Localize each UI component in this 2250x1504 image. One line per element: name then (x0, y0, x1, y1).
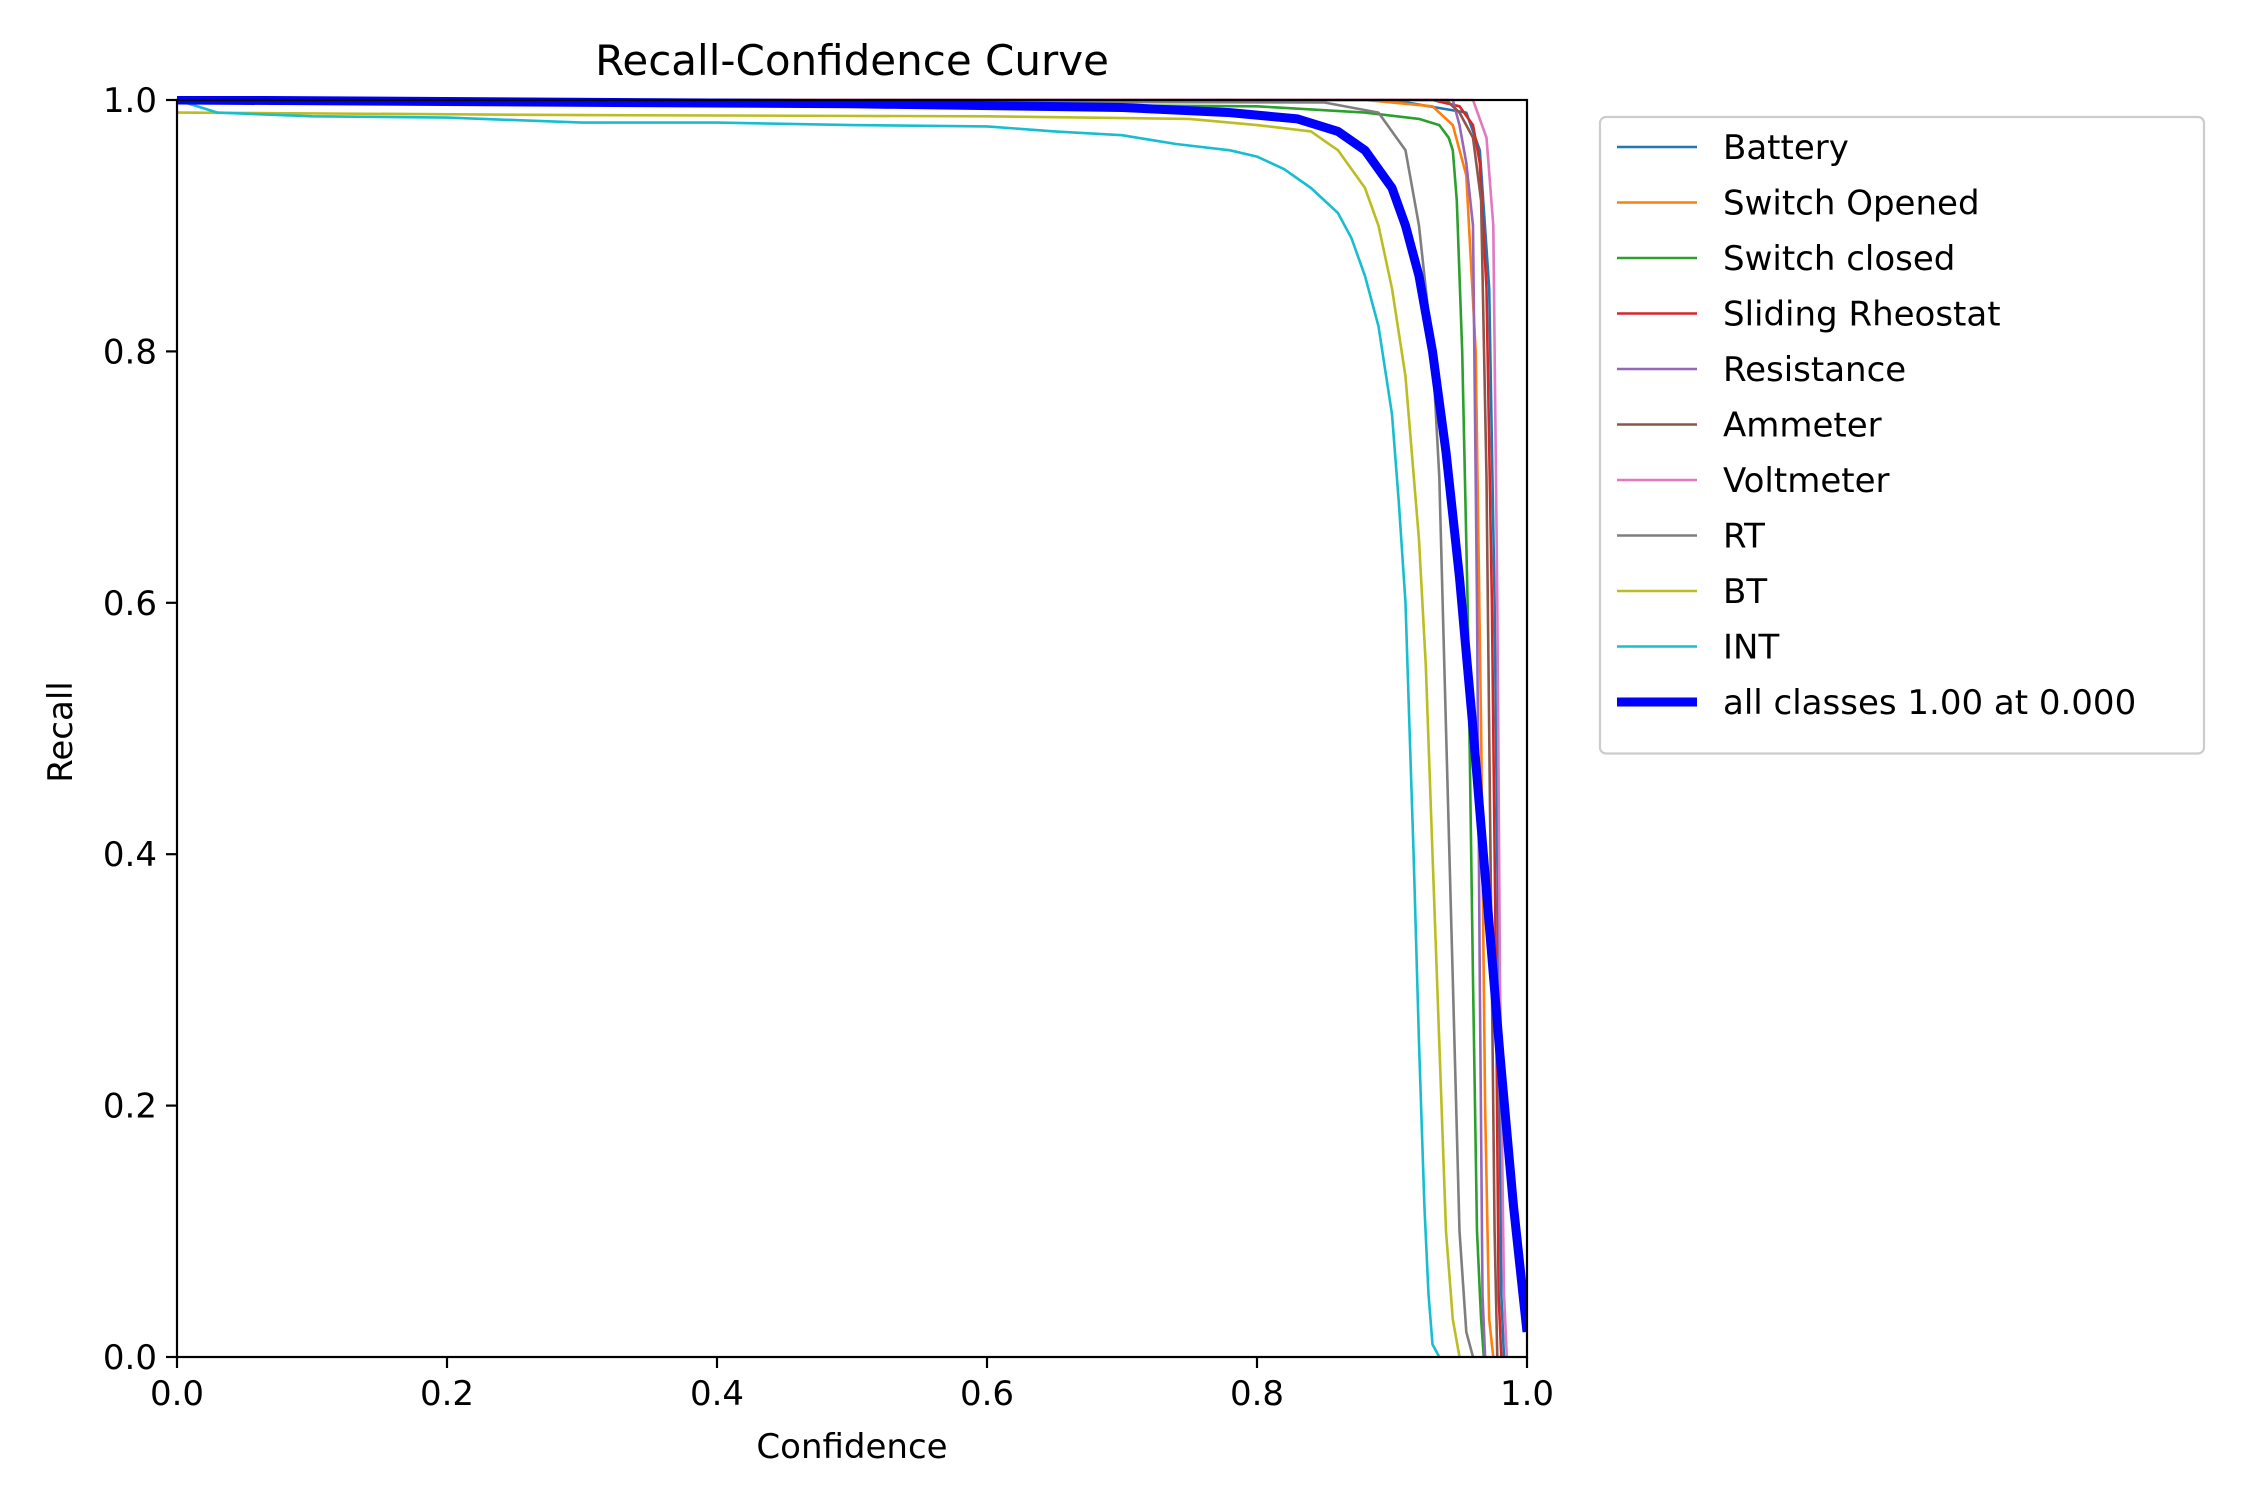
y-tick-label: 0.8 (103, 332, 157, 372)
plot-area (177, 96, 1527, 1358)
series-line-int (177, 98, 1441, 1358)
series-line-rt (177, 98, 1475, 1358)
legend-label: Voltmeter (1723, 461, 1889, 501)
y-tick-label: 0.6 (103, 584, 157, 624)
series-line-ammeter (177, 98, 1499, 1358)
series-line-bt (177, 111, 1461, 1358)
y-axis-label: Recall (41, 681, 81, 782)
y-tick-label: 0.4 (103, 835, 157, 875)
axes: 0.0 0.2 0.4 0.6 0.8 1.0 0.0 0.2 0.4 0.6 0.8 1.0 (103, 81, 1554, 1414)
legend-label: Sliding Rheostat (1723, 295, 2001, 335)
legend-label: Ammeter (1723, 406, 1882, 446)
legend-label: BT (1723, 572, 1767, 612)
legend-label: Battery (1723, 128, 1849, 168)
x-axis-label: Confidence (756, 1427, 947, 1467)
y-tick-label: 0.2 (103, 1087, 157, 1127)
chart-title: Recall-Confidence Curve (595, 36, 1109, 85)
x-tick-label: 0.0 (150, 1374, 204, 1414)
plot-frame (175, 98, 1529, 1359)
legend-label: Resistance (1723, 350, 1906, 390)
series-line-switch-closed (177, 98, 1486, 1358)
series-line-resistance (177, 98, 1487, 1358)
x-tick-label: 0.6 (960, 1374, 1014, 1414)
series-line-battery (177, 98, 1506, 1358)
x-tick-label: 1.0 (1500, 1374, 1554, 1414)
x-tick-label: 0.2 (420, 1374, 474, 1414)
series-line-switch-opened (177, 98, 1495, 1358)
legend-label: INT (1723, 628, 1779, 668)
legend: Battery Switch Opened Switch closed Sliding… (1598, 115, 2206, 755)
y-tick-label: 0.0 (103, 1338, 157, 1378)
legend-label: Switch Opened (1723, 184, 1980, 224)
legend-label: Switch closed (1723, 239, 1955, 279)
y-tick-label: 1.0 (103, 81, 157, 121)
legend-label: all classes 1.00 at 0.000 (1723, 683, 2136, 723)
legend-label: RT (1723, 517, 1765, 557)
legend-box (1598, 115, 2206, 755)
series-line-sliding-rheostat (177, 98, 1503, 1358)
x-tick-label: 0.4 (690, 1374, 744, 1414)
series-line-voltmeter (177, 98, 1509, 1358)
x-tick-label: 0.8 (1230, 1374, 1284, 1414)
series-line-all-classes-1-00-at-0-000 (177, 96, 1527, 1333)
